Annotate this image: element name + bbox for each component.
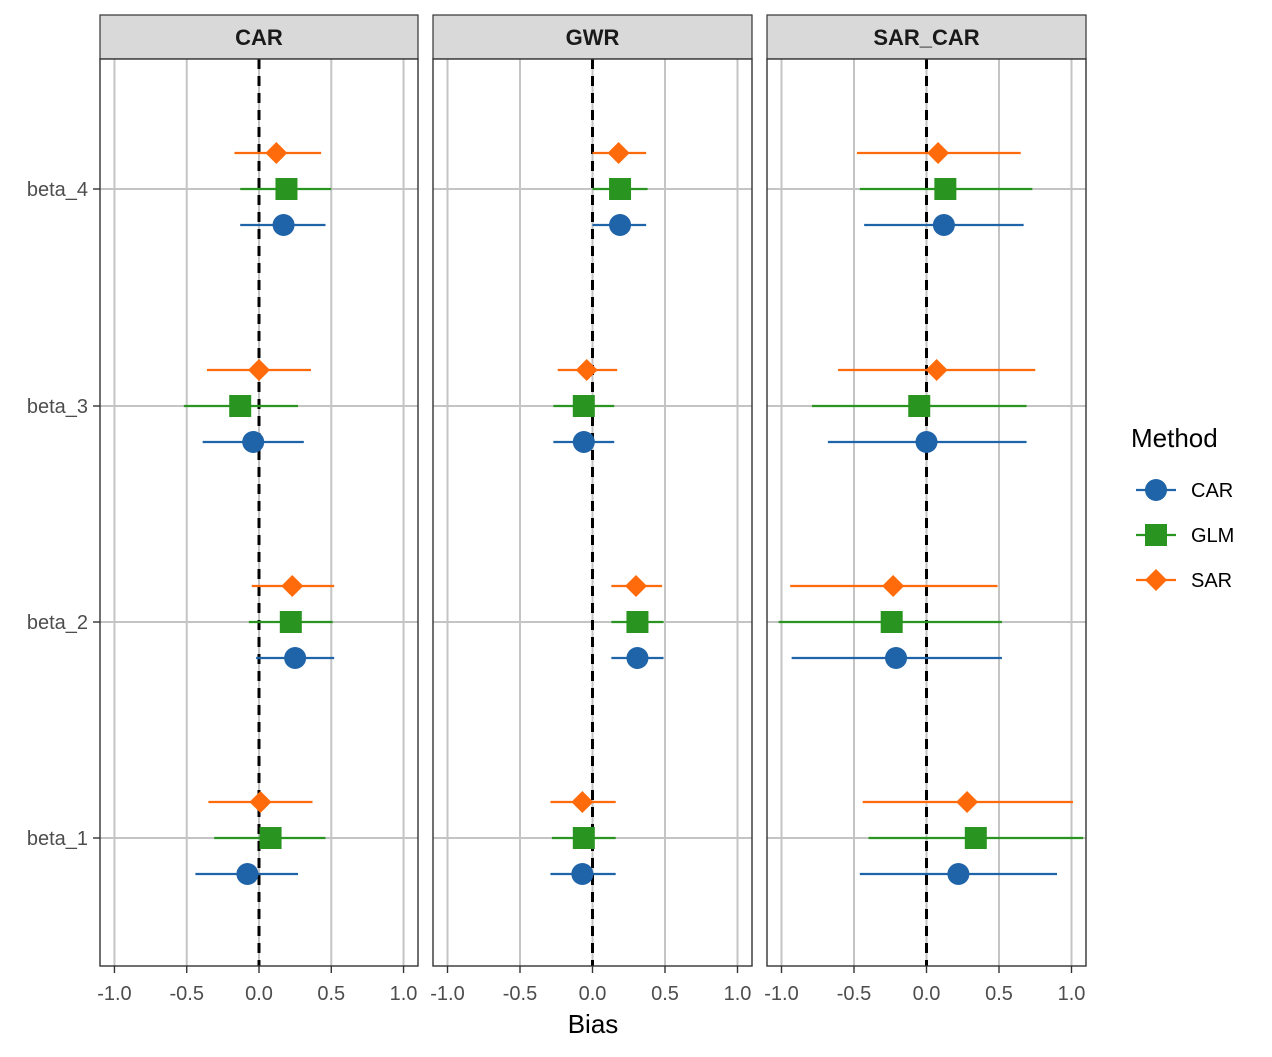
legend-key-circle: [1145, 479, 1167, 501]
facet-panel-sar_car: SAR_CAR -1.0 -0.5 0.0 0.5 1.0: [764, 14, 1087, 1005]
x-tick-label: 0.5: [985, 983, 1013, 1005]
facets-layer: CAR -1.0 -0.5 0.0 0.5 1.0 beta_4 beta_3 beta_2be…: [27, 14, 1087, 1005]
x-tick-label: 0.5: [651, 983, 679, 1005]
point-car-beta_2: [626, 647, 649, 669]
legend: Method CAR GLM SAR: [1131, 423, 1234, 592]
series-glm: [551, 178, 664, 849]
x-tick-label: 0.0: [913, 983, 941, 1005]
point-glm-beta_3: [229, 395, 252, 417]
facet-strip-label: SAR_CAR: [873, 25, 979, 50]
series-car: [550, 214, 664, 885]
x-tick-label: -1.0: [97, 983, 131, 1005]
point-car-beta_2: [284, 647, 307, 669]
legend-entry-sar: SAR: [1136, 569, 1232, 592]
y-tick-label-beta_1: beta_1: [27, 828, 88, 850]
point-car-beta_4: [609, 214, 632, 236]
point-glm-beta_3: [908, 395, 931, 417]
facet-panel-gwr: GWR -1.0 -0.5 0.0 0.5 1.0: [430, 14, 753, 1005]
legend-key-square: [1145, 524, 1167, 546]
point-glm-beta_4: [275, 178, 298, 200]
point-sar-beta_2: [882, 575, 905, 597]
x-tick-label: -1.0: [430, 983, 464, 1005]
point-car-beta_3: [915, 431, 938, 453]
x-tick-label: 1.0: [724, 983, 752, 1005]
point-sar-beta_1: [249, 791, 272, 813]
point-glm-beta_2: [279, 611, 302, 633]
x-tick-label: 0.0: [579, 983, 607, 1005]
facet-strip: [432, 14, 753, 60]
point-car-beta_1: [947, 863, 970, 885]
point-glm-beta_1: [572, 827, 595, 849]
series-glm: [778, 178, 1084, 849]
legend-entry-glm: GLM: [1136, 524, 1234, 547]
point-car-beta_3: [242, 431, 265, 453]
facet-strip-label: CAR: [235, 25, 283, 50]
y-tick-label-beta_2: beta_2: [27, 612, 88, 634]
point-car-beta_1: [236, 863, 259, 885]
facet-strip-label: GWR: [566, 25, 620, 50]
point-sar-beta_1: [956, 791, 979, 813]
x-tick-label: -0.5: [503, 983, 537, 1005]
facet-strip: [766, 14, 1087, 60]
point-sar-beta_4: [607, 142, 630, 164]
x-tick-label: -1.0: [764, 983, 798, 1005]
point-sar-beta_3: [248, 359, 270, 381]
legend-entries: CAR GLM SAR: [1136, 479, 1234, 592]
point-glm-beta_1: [259, 827, 282, 849]
point-car-beta_1: [571, 863, 594, 885]
legend-title: Method: [1131, 423, 1218, 453]
point-sar-beta_2: [281, 575, 304, 597]
y-tick-label-beta_3: beta_3: [27, 396, 88, 418]
point-car-beta_2: [885, 647, 908, 669]
legend-label: GLM: [1191, 525, 1234, 547]
legend-label: SAR: [1191, 570, 1232, 592]
x-tick-label: 1.0: [1058, 983, 1086, 1005]
point-sar-beta_4: [265, 142, 288, 164]
point-sar-beta_1: [571, 791, 594, 813]
y-tick-label-beta_4: beta_4: [27, 179, 88, 201]
facet-strip: [99, 14, 419, 60]
series-sar: [550, 142, 663, 813]
x-tick-label: -0.5: [837, 983, 871, 1005]
point-glm-beta_3: [572, 395, 595, 417]
series-car: [195, 214, 335, 885]
x-tick-label: 0.0: [245, 983, 273, 1005]
point-sar-beta_4: [927, 142, 950, 164]
point-glm-beta_2: [880, 611, 903, 633]
point-car-beta_3: [572, 431, 595, 453]
point-sar-beta_3: [925, 359, 948, 381]
point-car-beta_4: [932, 214, 955, 236]
point-glm-beta_4: [934, 178, 957, 200]
legend-key-diamond: [1145, 569, 1167, 591]
x-axis-title: Bias: [568, 1009, 619, 1039]
series-sar: [790, 142, 1073, 813]
point-sar-beta_2: [625, 575, 647, 597]
series-car: [791, 214, 1057, 885]
series-glm: [183, 178, 333, 849]
x-tick-label: 1.0: [390, 983, 418, 1005]
point-glm-beta_1: [964, 827, 987, 849]
legend-label: CAR: [1191, 480, 1233, 502]
point-glm-beta_2: [626, 611, 649, 633]
x-tick-label: 0.5: [317, 983, 345, 1005]
point-sar-beta_3: [575, 359, 598, 381]
x-tick-label: -0.5: [169, 983, 203, 1005]
series-sar: [206, 142, 335, 813]
facet-panel-car: CAR -1.0 -0.5 0.0 0.5 1.0 beta_4 beta_3 beta_2be…: [27, 14, 419, 1005]
point-car-beta_4: [272, 214, 295, 236]
point-glm-beta_4: [609, 178, 632, 200]
legend-entry-car: CAR: [1136, 479, 1233, 502]
